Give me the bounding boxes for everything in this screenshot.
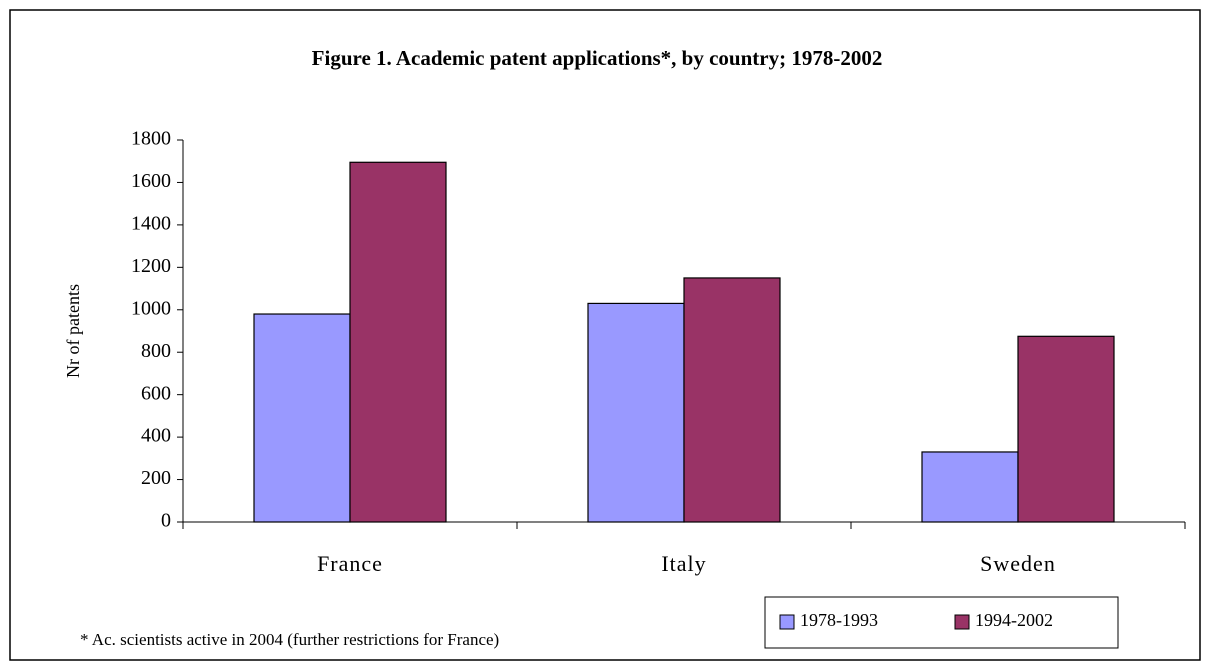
y-axis-label: Nr of patents bbox=[63, 284, 83, 378]
legend-label: 1994-2002 bbox=[975, 610, 1053, 630]
chart-title: Figure 1. Academic patent applications*,… bbox=[312, 46, 883, 70]
bar bbox=[587, 302, 685, 523]
bar bbox=[253, 313, 351, 523]
y-tick-label: 1600 bbox=[131, 170, 171, 192]
y-tick-label: 400 bbox=[141, 425, 171, 447]
bar bbox=[349, 161, 447, 523]
y-tick-label: 0 bbox=[161, 510, 171, 532]
y-tick-label: 1200 bbox=[131, 255, 171, 277]
bar bbox=[1017, 335, 1115, 523]
y-tick-label: 1400 bbox=[131, 212, 171, 234]
x-tick-label: France bbox=[317, 551, 383, 576]
y-tick-label: 600 bbox=[141, 382, 171, 404]
footnote: * Ac. scientists active in 2004 (further… bbox=[80, 630, 499, 649]
legend-label: 1978-1993 bbox=[800, 610, 878, 630]
legend-box bbox=[764, 596, 1119, 649]
x-tick-label: Sweden bbox=[980, 551, 1056, 576]
y-tick-label: 1000 bbox=[131, 297, 171, 319]
y-tick-label: 200 bbox=[141, 467, 171, 489]
legend-swatch bbox=[779, 614, 795, 630]
y-tick-label: 1800 bbox=[131, 128, 171, 150]
y-tick-label: 800 bbox=[141, 340, 171, 362]
legend-swatch bbox=[954, 614, 970, 630]
bar bbox=[921, 451, 1019, 523]
x-tick-label: Italy bbox=[661, 551, 706, 576]
bar bbox=[683, 277, 781, 523]
